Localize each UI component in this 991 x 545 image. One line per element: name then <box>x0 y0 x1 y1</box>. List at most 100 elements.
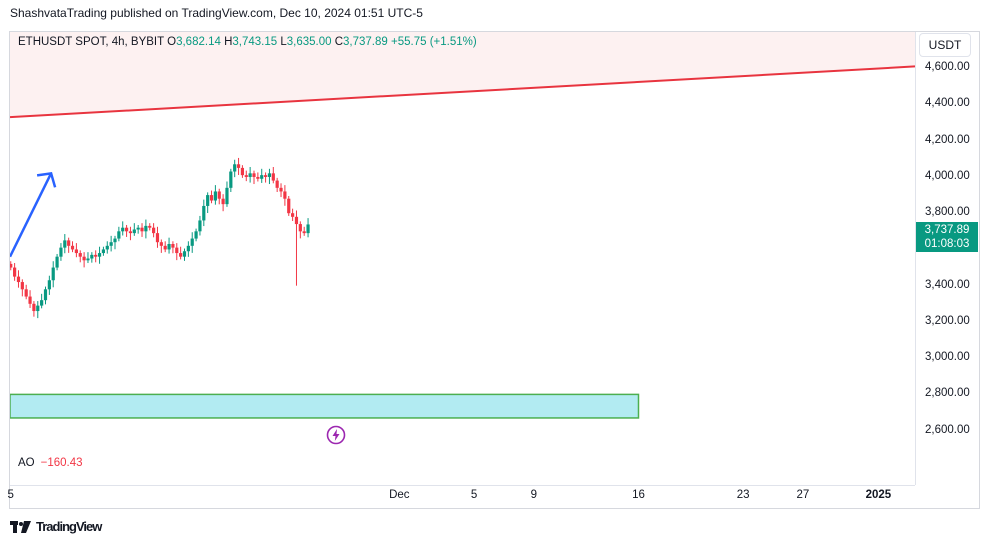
currency-button[interactable]: USDT <box>919 33 971 57</box>
candle-body <box>221 198 225 205</box>
candle-body <box>128 231 133 234</box>
last-price-tag: 3,737.89 01:08:03 <box>916 222 978 252</box>
candle-body <box>186 245 190 252</box>
time-tick-label: 5 <box>470 489 478 501</box>
candle-body <box>298 224 302 232</box>
candle-body <box>70 245 75 250</box>
footer: TradingView <box>10 519 102 534</box>
candle-body <box>97 253 102 257</box>
indicator-name: AO <box>18 457 35 469</box>
price-tick-label: 4,200.00 <box>925 133 970 146</box>
candle-body <box>213 191 217 201</box>
publisher-header: ShashvataTrading published on TradingVie… <box>10 6 423 20</box>
candle-body <box>16 276 21 283</box>
candle-body <box>36 305 40 312</box>
price-tick-label: 2,600.00 <box>925 423 970 436</box>
change-value: +55.75 (+1.51%) <box>391 36 477 48</box>
support-zone <box>10 393 640 419</box>
price-tick-label: 3,400.00 <box>925 278 970 291</box>
candle-body <box>32 303 36 312</box>
symbol-name: ETHUSDT SPOT, 4h, BYBIT <box>18 36 164 48</box>
candle-body <box>225 187 229 205</box>
candle-body <box>55 256 59 268</box>
candle-body <box>82 256 86 261</box>
trend-arrow-head <box>36 171 57 188</box>
candle-body <box>86 258 90 261</box>
time-axis[interactable]: 5 Dec 5 9 16 23 27 2025 <box>8 485 915 509</box>
time-tick-label: 2025 <box>865 489 892 501</box>
candle-body <box>256 176 260 179</box>
candle-body <box>240 167 245 176</box>
candle-body <box>229 171 233 188</box>
price-tick-label: 4,600.00 <box>925 61 970 74</box>
candle-body <box>155 233 160 243</box>
candle-body <box>43 289 48 301</box>
price-plot[interactable] <box>10 32 915 485</box>
candle-body <box>175 247 179 254</box>
candle-body <box>252 173 256 177</box>
time-tick-label: 9 <box>530 489 538 501</box>
open-label: O <box>167 36 177 48</box>
candle-body <box>209 195 214 201</box>
candle-body <box>275 180 279 188</box>
candle-body <box>163 245 167 250</box>
candle-body <box>132 229 136 234</box>
candle-body <box>194 231 198 239</box>
candle-body <box>267 173 272 177</box>
candle-body <box>94 254 98 257</box>
candle-body <box>47 280 51 290</box>
trend-arrow <box>10 172 53 258</box>
price-axis[interactable]: 4,600.00 4,400.00 4,200.00 4,000.00 3,800.00… <box>915 32 981 485</box>
candle-body <box>159 242 163 246</box>
candle-body <box>217 191 221 199</box>
low-value: 3,635.00 <box>286 36 332 48</box>
candle-body <box>144 225 148 232</box>
bar-countdown: 01:08:03 <box>924 238 970 250</box>
indicator-legend[interactable]: AO −160.43 <box>18 457 83 469</box>
candle-body <box>24 289 28 297</box>
candle-body <box>140 227 144 232</box>
candle-body <box>248 173 252 177</box>
candle-body <box>136 227 140 230</box>
candle-body <box>263 175 268 177</box>
last-price-value: 3,737.89 <box>924 224 970 236</box>
candle-body <box>105 245 109 250</box>
candle-body <box>67 240 71 246</box>
candle-body <box>74 249 78 254</box>
candle-body <box>291 213 295 217</box>
candle-body <box>287 198 291 214</box>
candle-body <box>10 263 13 268</box>
candle-body <box>148 225 152 228</box>
brand-name: TradingView <box>36 519 102 534</box>
time-tick-label: 16 <box>632 489 645 501</box>
price-tick-label: 3,800.00 <box>925 206 970 219</box>
candle-body <box>279 187 283 192</box>
candle-body <box>167 244 171 250</box>
candle-body <box>233 164 237 172</box>
candle-body <box>124 227 129 232</box>
candle-body <box>109 242 113 246</box>
close-label: C <box>334 36 344 48</box>
time-tick-label: Dec <box>389 489 410 501</box>
candle-body <box>78 253 82 257</box>
candle-body <box>121 227 125 232</box>
low-label: L <box>280 36 287 48</box>
lightning-icon[interactable] <box>326 425 346 445</box>
symbol-legend: ETHUSDT SPOT, 4h, BYBIT O3,682.14 H3,743… <box>18 36 477 48</box>
time-tick-label: 5 <box>7 489 14 501</box>
candle-body <box>51 267 55 281</box>
candle-body <box>179 253 183 257</box>
candle-body <box>90 254 94 259</box>
price-tick-label: 3,000.00 <box>925 351 970 364</box>
trendline <box>10 65 915 119</box>
candle-body <box>101 249 106 254</box>
candle-body <box>306 224 310 234</box>
candle-body <box>40 300 44 306</box>
candle-body <box>244 175 248 177</box>
candle-body <box>63 240 67 248</box>
candle-body <box>260 175 264 179</box>
candle-body <box>117 231 121 239</box>
candle-body <box>28 296 32 304</box>
open-value: 3,682.14 <box>176 36 221 48</box>
time-tick-label: 23 <box>736 489 750 501</box>
